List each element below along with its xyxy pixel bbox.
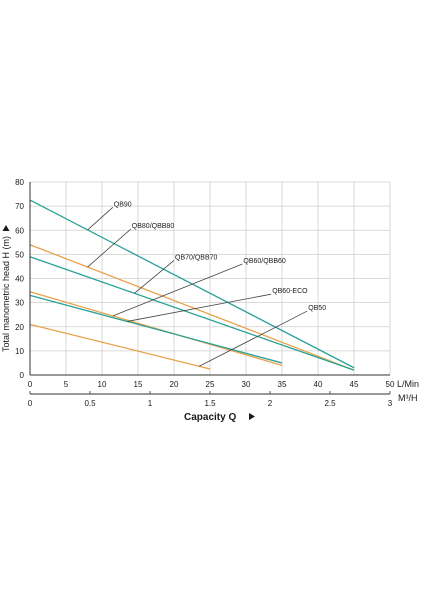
x-tick-label-m3h: 0: [28, 399, 33, 408]
x-tick-label-lmin: 45: [350, 380, 359, 389]
x-tick-label-m3h: 2: [268, 399, 273, 408]
curve-qb70-qbb70: [29, 256, 355, 371]
leader-line: [87, 228, 132, 268]
y-tick-label: 70: [15, 202, 24, 211]
curve-label: QB70/QBB70: [175, 254, 218, 261]
x-axis-title: Capacity Q: [184, 412, 236, 423]
y-tick-label: 50: [15, 250, 24, 259]
axes: 0 10 20 30 40 50 60 70 80 0 5 10 15 20 25 30 35 40 45 50 0 0.…: [15, 178, 395, 408]
x-tick-label-lmin: 0: [28, 380, 33, 389]
y-tick-label: 40: [15, 275, 24, 284]
x-tick-label-m3h: 1.5: [204, 399, 216, 408]
y-tick-label: 30: [15, 299, 24, 308]
curve-qb80-qbb80: [29, 244, 355, 371]
x-tick-label-lmin: 5: [64, 380, 69, 389]
y-tick-label: 20: [15, 323, 24, 332]
x-unit-top-label: L/Min: [397, 379, 419, 389]
pump-curves: [29, 199, 355, 371]
y-tick-label: 10: [15, 347, 24, 356]
y-tick-label: 80: [15, 178, 24, 187]
x-tick-label-lmin: 25: [206, 380, 215, 389]
curve-label: QB60-ECO: [272, 288, 308, 295]
curve-qb50: [29, 323, 211, 370]
x-tick-label-m3h: 1: [148, 399, 153, 408]
leader-line: [87, 207, 114, 231]
grid: [29, 181, 391, 376]
x-tick-label-lmin: 20: [170, 380, 179, 389]
x-tick-label-lmin: 40: [314, 380, 323, 389]
curve-qb60-eco: [29, 294, 283, 364]
x-tick-label-m3h: 3: [388, 399, 393, 408]
x-tick-label-lmin: 35: [278, 380, 287, 389]
curve-label: QB60/QBB60: [243, 258, 286, 265]
curve-label: QB50: [308, 305, 326, 312]
y-axis-title: Total manometric head H (m): [1, 236, 11, 352]
curve-label: QB80/QBB80: [132, 223, 175, 230]
leader-line: [134, 260, 175, 294]
x-unit-bottom-label: M³/H: [398, 393, 418, 403]
label-leaders: QB90 QB80/QBB80 QB70/QBB70 QB60/QBB60 QB60-E…: [87, 201, 326, 367]
y-axis-arrow-icon: [2, 225, 10, 231]
y-tick-label: 60: [15, 226, 24, 235]
leader-line: [127, 293, 272, 322]
x-tick-label-m3h: 2.5: [324, 399, 336, 408]
y-tick-label: 0: [20, 371, 25, 380]
x-tick-label-lmin: 10: [98, 380, 107, 389]
x-tick-label-m3h: 0.5: [84, 399, 96, 408]
x-tick-label-lmin: 30: [242, 380, 251, 389]
leader-line: [112, 263, 243, 317]
x-axis-arrow-icon: [249, 413, 255, 420]
leader-line: [199, 310, 308, 367]
curve-label: QB90: [114, 201, 132, 208]
x-tick-label-lmin: 50: [386, 380, 395, 389]
x-tick-label-lmin: 15: [134, 380, 143, 389]
